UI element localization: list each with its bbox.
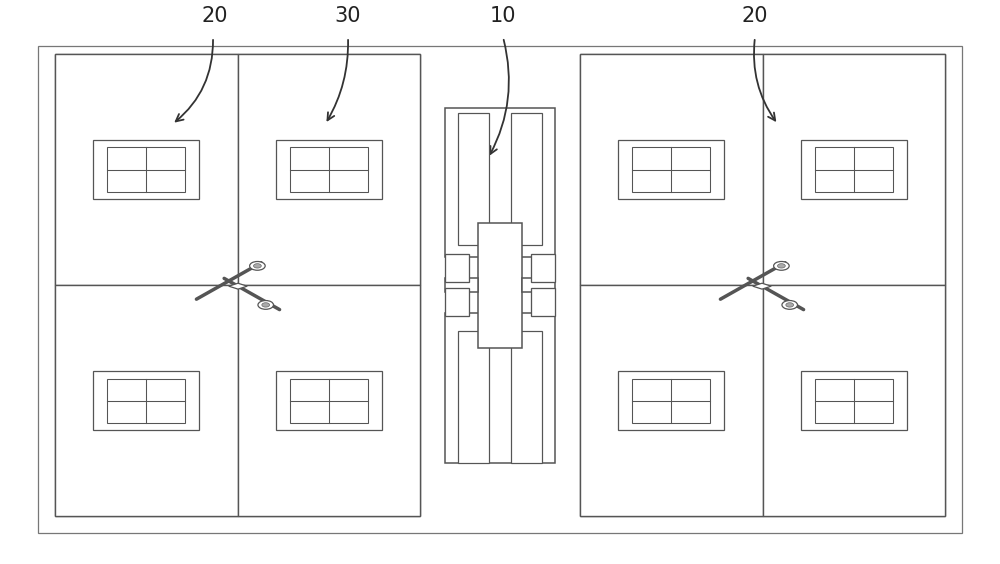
Bar	[522, 278, 555, 292]
Bar	[107, 378, 185, 422]
Text: 10: 10	[490, 6, 516, 26]
Bar	[815, 147, 893, 192]
Bar	[763, 54, 945, 285]
Polygon shape	[229, 283, 247, 289]
Bar	[445, 278, 478, 292]
Bar	[445, 108, 555, 257]
Bar	[801, 140, 907, 199]
Circle shape	[774, 262, 789, 270]
Bar	[618, 140, 724, 199]
Bar	[618, 371, 724, 430]
Bar	[238, 54, 420, 285]
Bar	[107, 147, 185, 192]
Polygon shape	[753, 283, 771, 289]
Bar	[478, 223, 522, 347]
Circle shape	[250, 262, 265, 270]
Circle shape	[258, 301, 273, 309]
Bar	[93, 140, 199, 199]
Bar	[445, 254, 469, 282]
Bar	[55, 54, 420, 516]
Bar	[290, 147, 368, 192]
Circle shape	[254, 264, 261, 268]
Bar	[580, 285, 763, 516]
Bar	[815, 378, 893, 422]
Bar	[511, 331, 542, 462]
Bar	[93, 371, 199, 430]
Bar	[801, 371, 907, 430]
Circle shape	[262, 303, 270, 307]
Bar	[531, 254, 555, 282]
Bar	[276, 371, 382, 430]
Bar	[290, 378, 368, 422]
Text: 20: 20	[202, 6, 228, 26]
Bar	[445, 314, 555, 462]
Bar	[632, 147, 710, 192]
Bar	[531, 288, 555, 316]
Text: 20: 20	[742, 6, 768, 26]
Bar	[632, 378, 710, 422]
Text: 30: 30	[335, 6, 361, 26]
Bar	[763, 285, 945, 516]
Bar	[55, 285, 238, 516]
Bar	[55, 54, 238, 285]
Bar	[445, 288, 469, 316]
Circle shape	[786, 303, 794, 307]
Bar	[276, 140, 382, 199]
Bar	[458, 113, 489, 245]
Bar	[580, 54, 763, 285]
Bar	[580, 54, 945, 516]
Bar	[38, 46, 962, 533]
Bar	[511, 113, 542, 245]
Circle shape	[782, 301, 797, 309]
Circle shape	[778, 264, 785, 268]
Bar	[238, 285, 420, 516]
Bar	[458, 331, 489, 462]
